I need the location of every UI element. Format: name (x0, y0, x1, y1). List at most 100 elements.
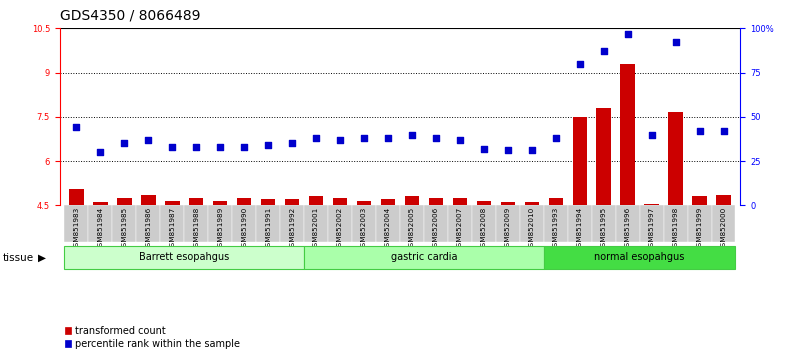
Text: GSM851988: GSM851988 (193, 207, 199, 251)
Point (94, 149, 107, 155)
Bar (280, 205, 304, 242)
Text: GSM852005: GSM852005 (409, 207, 415, 251)
Bar (376, 205, 400, 242)
Point (310, 135, 322, 141)
Text: GSM851992: GSM851992 (289, 207, 295, 251)
Point (262, 142, 275, 148)
Point (286, 141, 298, 146)
Text: GSM851984: GSM851984 (97, 207, 103, 251)
Text: normal esopahgus: normal esopahgus (595, 252, 685, 262)
Bar (716, 195, 731, 205)
Text: GSM851993: GSM851993 (552, 207, 559, 251)
Point (669, 40, 682, 45)
Bar (664, 205, 688, 242)
Bar (189, 198, 204, 205)
Text: GSM851985: GSM851985 (122, 207, 127, 251)
Bar (448, 205, 472, 242)
Text: GSM851998: GSM851998 (673, 207, 678, 251)
Bar (333, 198, 347, 205)
Text: GSM851999: GSM851999 (696, 207, 703, 251)
Bar (645, 204, 659, 205)
Text: GSM851990: GSM851990 (241, 207, 248, 251)
Bar (693, 196, 707, 205)
Bar (232, 205, 256, 242)
Point (525, 148, 538, 153)
Text: Barrett esopahgus: Barrett esopahgus (139, 252, 229, 262)
Point (430, 135, 443, 141)
Bar (572, 117, 587, 205)
Bar (93, 202, 107, 205)
Point (406, 132, 419, 137)
Bar (669, 113, 683, 205)
Text: GSM852004: GSM852004 (385, 207, 391, 251)
Bar (64, 205, 88, 242)
Bar (285, 199, 299, 205)
Bar (165, 201, 180, 205)
Text: GSM852002: GSM852002 (337, 207, 343, 251)
Point (70, 125, 83, 130)
Bar (256, 205, 280, 242)
Bar (237, 198, 252, 205)
Legend: transformed count, percentile rank within the sample: transformed count, percentile rank withi… (64, 326, 240, 349)
Text: GSM852007: GSM852007 (457, 207, 463, 251)
Bar (429, 198, 443, 205)
Point (238, 144, 251, 150)
Text: GSM851989: GSM851989 (217, 207, 223, 251)
Point (622, 31, 634, 36)
Text: tissue: tissue (2, 253, 33, 263)
Text: GSM852001: GSM852001 (313, 207, 319, 251)
Point (381, 135, 394, 141)
Text: GSM852009: GSM852009 (505, 207, 511, 251)
Point (549, 135, 562, 141)
Text: gastric cardia: gastric cardia (391, 252, 457, 262)
Text: GSM852000: GSM852000 (720, 207, 727, 251)
Bar (304, 246, 544, 269)
Bar (213, 201, 228, 205)
Bar (380, 199, 395, 205)
Point (334, 137, 346, 143)
Bar (453, 198, 467, 205)
Bar (141, 195, 155, 205)
Bar (117, 198, 131, 205)
Bar (477, 201, 491, 205)
Bar (357, 201, 371, 205)
Bar (472, 205, 496, 242)
Bar (496, 205, 520, 242)
Bar (64, 246, 304, 269)
Text: GSM851995: GSM851995 (601, 207, 607, 251)
Bar (615, 205, 640, 242)
Text: GSM851991: GSM851991 (265, 207, 271, 251)
Bar (328, 205, 352, 242)
Bar (520, 205, 544, 242)
Point (214, 144, 227, 150)
Bar (640, 205, 664, 242)
Point (118, 141, 131, 146)
Bar (112, 205, 136, 242)
Bar (544, 205, 568, 242)
Bar (688, 205, 712, 242)
Point (646, 132, 658, 137)
Text: GSM851986: GSM851986 (146, 207, 151, 251)
Bar (69, 189, 84, 205)
Point (478, 146, 490, 152)
Bar (209, 205, 232, 242)
Bar (501, 202, 515, 205)
Text: GDS4350 / 8066489: GDS4350 / 8066489 (60, 9, 201, 23)
Bar (424, 205, 448, 242)
Bar (548, 198, 563, 205)
Text: GSM852006: GSM852006 (433, 207, 439, 251)
Bar (405, 196, 419, 205)
Text: ▶: ▶ (38, 253, 46, 263)
Point (717, 128, 730, 134)
Point (597, 48, 610, 54)
Point (501, 148, 514, 153)
Text: GSM851987: GSM851987 (170, 207, 175, 251)
Bar (160, 205, 185, 242)
Bar (712, 205, 736, 242)
Point (166, 144, 178, 150)
Text: GSM851994: GSM851994 (577, 207, 583, 251)
Text: GSM852008: GSM852008 (481, 207, 487, 251)
Point (357, 135, 370, 141)
Bar (591, 205, 615, 242)
Bar (620, 64, 635, 205)
